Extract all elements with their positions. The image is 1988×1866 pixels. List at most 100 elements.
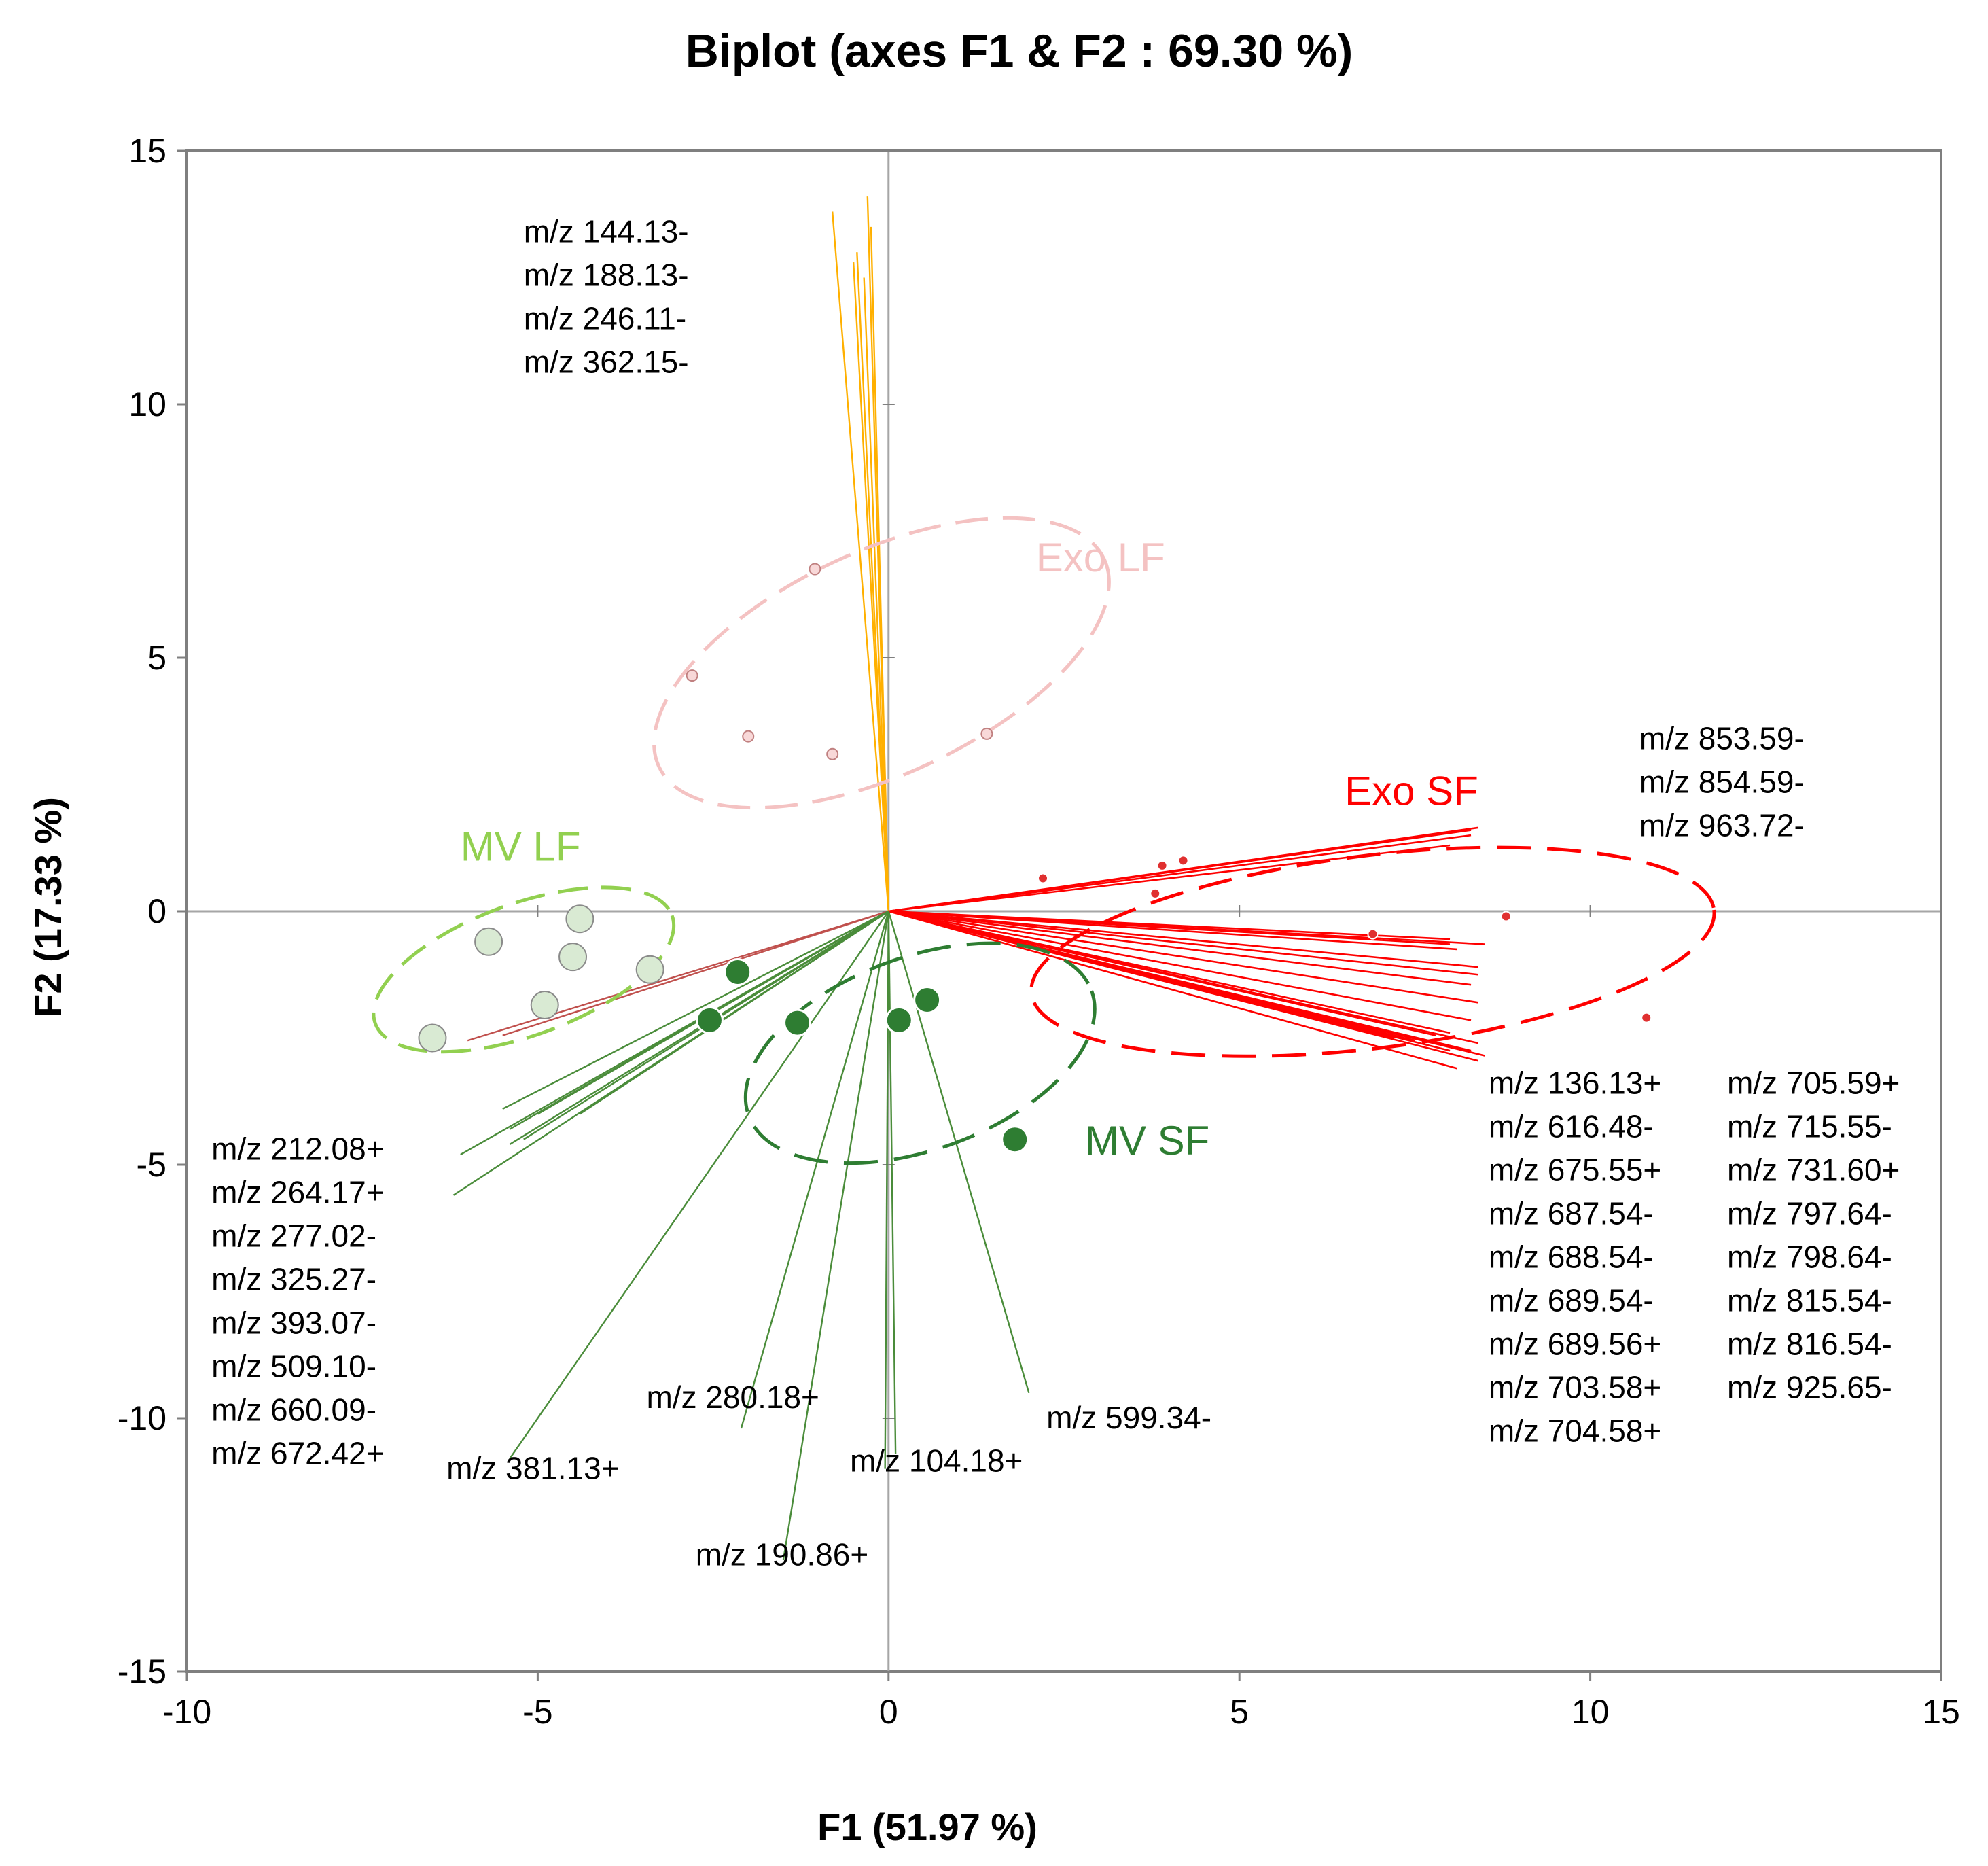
vector-mv-sf bbox=[509, 911, 889, 1460]
variable-label: m/z 925.65- bbox=[1727, 1370, 1892, 1405]
x-tick-label: 15 bbox=[1922, 1693, 1960, 1731]
group-label-exo-lf: Exo LF bbox=[1036, 535, 1165, 580]
variable-label: m/z 264.17+ bbox=[211, 1175, 384, 1210]
vector-exo-sf bbox=[888, 834, 1472, 913]
variable-label-block: m/z 599.34- bbox=[1046, 1400, 1211, 1435]
vector-orange bbox=[870, 226, 889, 912]
vector-mv-sf bbox=[887, 911, 1030, 1394]
vector-mv-sf bbox=[579, 910, 889, 1115]
vector-exo-sf bbox=[888, 910, 1485, 945]
vector-exo-sf bbox=[888, 910, 1394, 1039]
variable-label: m/z 393.07- bbox=[211, 1305, 376, 1341]
point-exo-sf bbox=[1177, 855, 1189, 866]
y-tick-label: 10 bbox=[128, 385, 166, 423]
y-tick-label: 0 bbox=[147, 892, 166, 930]
point-exo-sf bbox=[1641, 1012, 1652, 1023]
vector-exo-sf bbox=[888, 910, 1457, 1070]
vector-mv-sf bbox=[887, 911, 897, 1454]
variable-label: m/z 280.18+ bbox=[646, 1379, 819, 1415]
variable-label: m/z 188.13- bbox=[524, 257, 689, 292]
vector-exo-sf bbox=[888, 910, 1457, 951]
ellipse-mv-sf bbox=[743, 941, 1097, 1165]
loading-vectors bbox=[452, 196, 1485, 1561]
variable-label: m/z 798.64- bbox=[1727, 1239, 1892, 1275]
point-exo-lf bbox=[826, 747, 839, 760]
vector-exo-sf bbox=[888, 910, 1478, 1044]
variable-label: m/z 277.02- bbox=[211, 1218, 376, 1254]
variable-label-block: m/z 280.18+ bbox=[646, 1379, 819, 1415]
y-axis-title: F2 (17.33 %) bbox=[26, 797, 69, 1017]
variable-label-block: m/z 104.18+ bbox=[850, 1443, 1023, 1478]
variable-label: m/z 144.13- bbox=[524, 213, 689, 249]
variable-label: m/z 797.64- bbox=[1727, 1196, 1892, 1231]
group-exo-lf: Exo LF bbox=[652, 516, 1165, 810]
variable-label: m/z 672.42+ bbox=[211, 1436, 384, 1471]
point-exo-lf bbox=[686, 669, 698, 682]
vector-mv-lf bbox=[467, 910, 889, 1042]
variable-label-block: m/z 136.13+ m/z 616.48- m/z 675.55+ m/z 687… bbox=[1489, 1066, 1661, 1449]
x-tick-label: 5 bbox=[1230, 1693, 1249, 1731]
variable-label: m/z 246.11- bbox=[524, 300, 686, 336]
ellipse-exo-sf bbox=[1029, 845, 1716, 1058]
point-mv-lf bbox=[558, 943, 588, 972]
point-exo-sf bbox=[1367, 928, 1379, 940]
variable-label: m/z 104.18+ bbox=[850, 1443, 1023, 1478]
variable-label: m/z 703.58+ bbox=[1489, 1370, 1661, 1405]
point-exo-sf bbox=[1037, 873, 1049, 884]
group-label-exo-sf: Exo SF bbox=[1345, 768, 1478, 813]
variable-label: m/z 381.13+ bbox=[446, 1451, 619, 1486]
group-mv-lf: MV LF bbox=[372, 824, 676, 1054]
variable-label: m/z 212.08+ bbox=[211, 1131, 384, 1167]
x-axis-title: F1 (51.97 %) bbox=[817, 1806, 1037, 1848]
point-mv-lf bbox=[565, 904, 594, 934]
y-tick-label: -5 bbox=[137, 1146, 166, 1184]
group-exo-sf: Exo SF bbox=[1029, 768, 1716, 1058]
variable-label: m/z 509.10- bbox=[211, 1349, 376, 1384]
ellipse-mv-lf bbox=[372, 885, 676, 1054]
variable-label: m/z 687.54- bbox=[1489, 1196, 1654, 1231]
variable-label-block: m/z 212.08+ m/z 264.17+ m/z 277.02- m/z 325… bbox=[211, 1131, 384, 1471]
group-label-mv-sf: MV SF bbox=[1085, 1118, 1209, 1163]
point-mv-lf bbox=[474, 927, 503, 956]
vector-exo-sf bbox=[888, 910, 1478, 968]
point-mv-sf bbox=[913, 986, 942, 1015]
point-mv-sf bbox=[724, 958, 752, 987]
vector-mv-sf bbox=[740, 911, 889, 1429]
x-tick-label: -5 bbox=[522, 1693, 552, 1731]
variable-label-block: m/z 853.59- m/z 854.59- m/z 963.72- bbox=[1639, 720, 1805, 843]
point-exo-lf bbox=[742, 730, 755, 743]
vector-mv-sf bbox=[502, 910, 889, 1110]
vector-mv-sf bbox=[782, 911, 889, 1561]
chart-title: Biplot (axes F1 & F2 : 69.30 %) bbox=[686, 25, 1353, 77]
point-exo-sf bbox=[1150, 887, 1161, 899]
x-tick-label: -10 bbox=[162, 1693, 211, 1731]
y-tick-label: 5 bbox=[147, 639, 166, 677]
variable-label: m/z 731.60+ bbox=[1727, 1152, 1900, 1188]
vector-exo-sf bbox=[888, 910, 1472, 1021]
vector-mv-lf bbox=[502, 910, 889, 1036]
point-exo-lf bbox=[980, 727, 993, 740]
point-exo-sf bbox=[1500, 911, 1512, 922]
vector-exo-sf bbox=[888, 826, 1478, 913]
point-mv-sf bbox=[1001, 1125, 1029, 1154]
variable-label: m/z 704.58+ bbox=[1489, 1413, 1661, 1449]
vector-exo-sf bbox=[888, 910, 1478, 976]
variable-label: m/z 963.72- bbox=[1639, 807, 1805, 843]
point-exo-lf bbox=[809, 563, 821, 576]
variable-label: m/z 705.59+ bbox=[1727, 1066, 1900, 1101]
group-mv-sf: MV SF bbox=[695, 941, 1209, 1165]
variable-label: m/z 362.15- bbox=[524, 344, 689, 379]
variable-label-block: m/z 705.59+ m/z 715.55- m/z 731.60+ m/z 797… bbox=[1727, 1066, 1900, 1405]
point-mv-sf bbox=[695, 1006, 724, 1034]
vector-orange bbox=[831, 211, 889, 912]
vector-exo-sf bbox=[888, 910, 1478, 1004]
vector-orange bbox=[863, 277, 889, 912]
variable-label-block: m/z 144.13- m/z 188.13- m/z 246.11- m/z 362… bbox=[524, 213, 689, 379]
y-tick-label: -15 bbox=[118, 1653, 166, 1691]
variable-label: m/z 675.55+ bbox=[1489, 1152, 1661, 1188]
point-mv-lf bbox=[418, 1023, 447, 1053]
variable-label-block: m/z 190.86+ bbox=[696, 1536, 868, 1572]
y-tick-label: -10 bbox=[118, 1399, 166, 1437]
x-tick-label: 10 bbox=[1572, 1693, 1610, 1731]
